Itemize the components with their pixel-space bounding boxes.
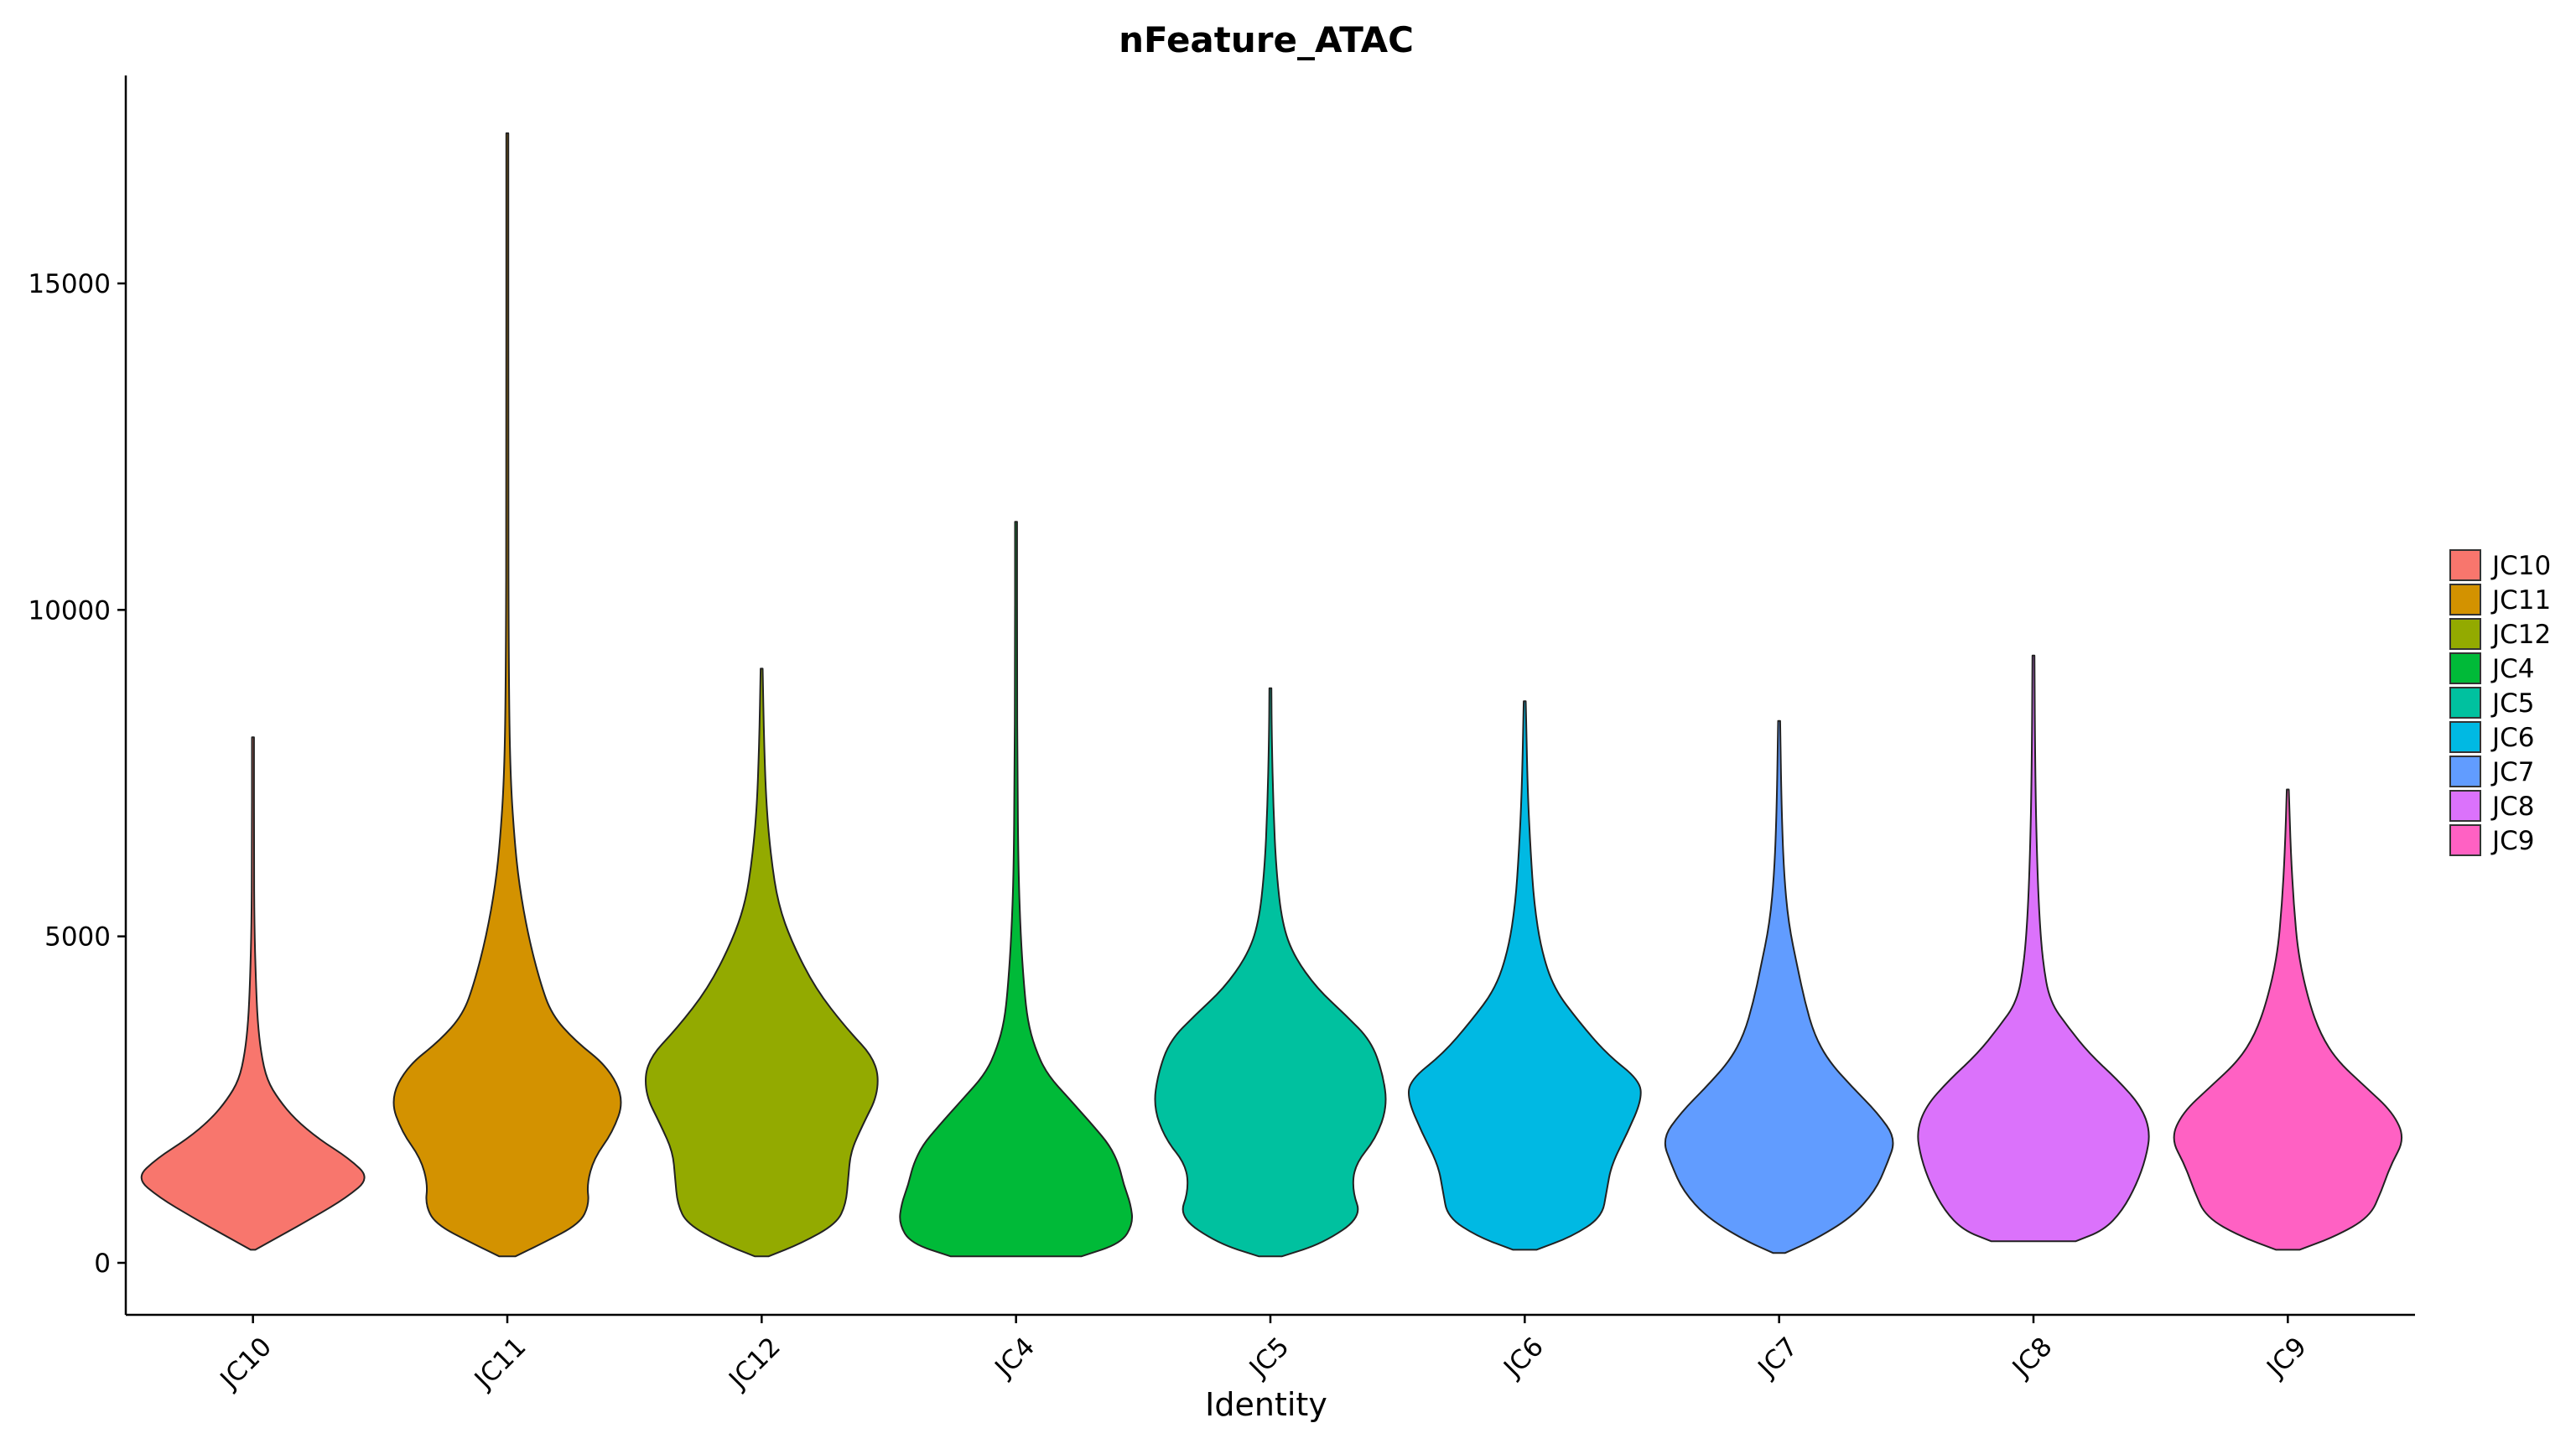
x-axis-title: Identity bbox=[1205, 1386, 1327, 1423]
legend-label: JC12 bbox=[2490, 620, 2551, 650]
x-tick-label: JC6 bbox=[1497, 1332, 1550, 1384]
violin-jc5 bbox=[1154, 687, 1387, 1258]
x-tick-label: JC9 bbox=[2260, 1332, 2313, 1384]
legend-swatch bbox=[2449, 652, 2481, 684]
legend-swatch bbox=[2449, 790, 2481, 822]
legend-label: JC4 bbox=[2490, 654, 2535, 684]
legend-swatch bbox=[2449, 618, 2481, 650]
y-tick-label: 0 bbox=[94, 1249, 111, 1279]
legend-swatch bbox=[2449, 687, 2481, 719]
violin-jc10 bbox=[140, 736, 366, 1251]
violin-jc11 bbox=[392, 132, 622, 1258]
x-tick-label: JC4 bbox=[989, 1332, 1041, 1384]
x-tick-label: JC7 bbox=[1752, 1332, 1805, 1384]
y-tick-label: 10000 bbox=[28, 595, 111, 626]
y-tick-label: 15000 bbox=[28, 269, 111, 299]
x-tick-label: JC11 bbox=[468, 1332, 532, 1396]
legend-label: JC5 bbox=[2490, 688, 2535, 719]
violin-jc8 bbox=[1917, 654, 2150, 1243]
legend-swatch bbox=[2449, 824, 2481, 856]
x-tick-label: JC5 bbox=[1243, 1332, 1296, 1384]
x-tick-label: JC10 bbox=[214, 1332, 278, 1396]
legend-label: JC8 bbox=[2490, 792, 2535, 822]
legend-swatch bbox=[2449, 584, 2481, 615]
violin-jc9 bbox=[2173, 788, 2403, 1251]
legend-label: JC6 bbox=[2490, 723, 2535, 753]
violin-jc6 bbox=[1408, 700, 1642, 1251]
x-axis-ticks: JC10 JC11 JC12 JC4 JC5 JC6 JC7 JC8 JC9 bbox=[214, 1315, 2313, 1396]
legend-swatch bbox=[2449, 756, 2481, 787]
legend-swatch bbox=[2449, 721, 2481, 753]
legend: JC10 JC11 JC12 JC4 JC5 JC6 JC7 JC8 JC9 bbox=[2449, 549, 2551, 856]
legend-label: JC10 bbox=[2490, 551, 2551, 581]
legend-swatch bbox=[2449, 549, 2481, 581]
legend-label: JC7 bbox=[2490, 757, 2535, 787]
legend-label: JC11 bbox=[2490, 585, 2551, 615]
y-tick-label: 5000 bbox=[44, 922, 111, 953]
y-axis-ticks: 0 5000 10000 15000 bbox=[28, 269, 126, 1279]
x-tick-label: JC12 bbox=[722, 1332, 787, 1396]
violin-jc7 bbox=[1664, 719, 1894, 1254]
chart-title: nFeature_ATAC bbox=[1119, 19, 1414, 60]
violin-jc12 bbox=[645, 667, 879, 1258]
violin-layer bbox=[140, 132, 2403, 1258]
legend-label: JC9 bbox=[2490, 826, 2535, 856]
x-tick-label: JC8 bbox=[2006, 1332, 2059, 1384]
violin-jc4 bbox=[899, 521, 1134, 1258]
